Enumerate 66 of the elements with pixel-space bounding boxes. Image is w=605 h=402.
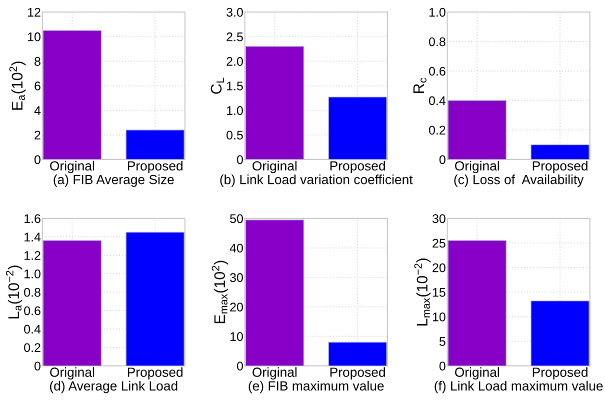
y-tick-label: 0.2: [24, 343, 40, 352]
x-tick-label: Original: [455, 367, 499, 380]
x-axis-title: (d) Average Link Load: [50, 380, 178, 394]
y-tick-label: 1.0: [24, 269, 40, 278]
y-tick-label: 25: [432, 238, 446, 248]
x-tick-label: Proposed: [532, 367, 588, 380]
x-tick-label: Original: [252, 367, 297, 380]
y-tick-label: 30: [230, 273, 243, 282]
y-tick-label: 10: [230, 332, 243, 341]
y-tick-label: 0.6: [24, 306, 40, 316]
y-tick-label: 15: [432, 288, 446, 297]
y-tick-label: 0: [236, 155, 243, 164]
y-tick-label: 2: [34, 130, 40, 140]
x-tick-label: Proposed: [330, 367, 385, 380]
y-tick-label: 0.2: [429, 126, 446, 135]
y-tick-label: 4: [34, 106, 41, 115]
x-tick-label: Proposed: [330, 160, 385, 174]
y-tick-label: 30: [432, 214, 446, 224]
y-tick-label: 1.5: [227, 82, 243, 90]
y-tick-label: 0.4: [24, 324, 41, 334]
y-tick-label: 0.8: [429, 37, 446, 46]
y-tick-label: 10: [28, 32, 40, 42]
y-tick-label: 20: [230, 302, 243, 312]
y-axis-title: L$_{a}$(10$^{−2}$): [6, 266, 22, 318]
y-tick-label: 1.4: [24, 232, 41, 242]
y-tick-label: 10: [432, 312, 446, 322]
y-axis-title: E$_{a}$(10$^{2}$): [9, 62, 26, 110]
x-tick-label: Original: [455, 160, 499, 174]
y-tick-label: 1.0: [429, 8, 446, 17]
x-tick-label: Original: [50, 367, 94, 380]
y-axis-title: E$_{max}$(10$^{2}$): [212, 260, 228, 324]
y-tick-label: 0.6: [429, 66, 446, 76]
y-axis-title: C$_{L}$: [210, 78, 224, 94]
y-tick-label: 40: [230, 244, 243, 253]
y-tick-label: 3.0: [226, 8, 243, 17]
y-tick-label: 0: [439, 362, 446, 370]
y-tick-label: 8: [34, 56, 40, 66]
x-tick-label: Proposed: [128, 367, 182, 380]
y-tick-label: 0.4: [429, 96, 446, 106]
y-tick-label: 5: [439, 337, 446, 346]
x-axis-title: (a) FIB Average Size: [54, 174, 174, 187]
x-axis-title: (e) FIB maximum value: [248, 380, 384, 394]
x-axis-title: (c) Loss of Availability: [454, 174, 584, 187]
y-tick-label: 20: [432, 263, 446, 272]
y-tick-label: 0: [439, 155, 446, 164]
y-tick-label: 0: [34, 155, 40, 164]
x-axis-title: (f) Link Load maximum value: [434, 380, 603, 394]
y-axis-title: R$_{c}$: [413, 78, 426, 93]
y-tick-label: 1.2: [24, 251, 40, 260]
x-tick-label: Proposed: [128, 160, 182, 174]
y-tick-label: 0.8: [24, 288, 40, 297]
x-axis-title: (b) Link Load variation coefficient: [220, 174, 413, 187]
y-axis-title: L$_{max}$(10$^{−2}$): [414, 258, 431, 326]
y-tick-label: 12: [28, 8, 40, 17]
y-tick-label: 0.5: [226, 130, 243, 140]
y-tick-label: 0: [236, 362, 243, 370]
y-tick-label: 50: [230, 214, 243, 224]
y-tick-label: 2.0: [226, 56, 243, 66]
y-tick-label: 1.0: [227, 106, 243, 115]
y-tick-label: 0: [34, 362, 40, 370]
y-tick-label: 6: [34, 82, 40, 90]
x-tick-label: Original: [50, 160, 94, 174]
x-tick-label: Proposed: [532, 160, 588, 174]
x-tick-label: Original: [252, 160, 297, 174]
y-tick-label: 2.5: [226, 32, 243, 42]
y-tick-label: 1.6: [24, 214, 40, 224]
